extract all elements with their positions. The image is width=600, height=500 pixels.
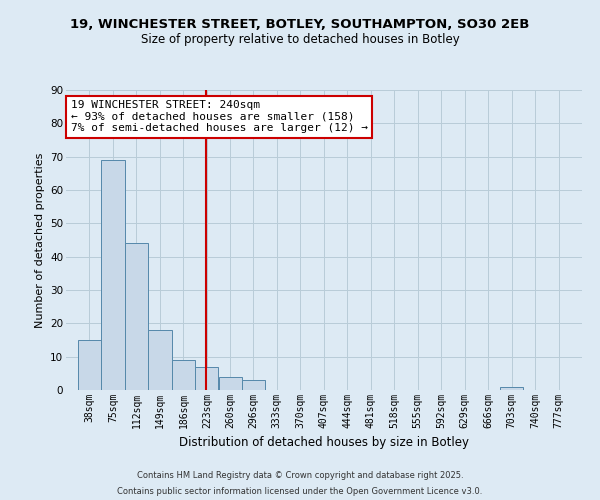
Bar [125, 244, 148, 390]
Bar [219, 376, 242, 390]
Text: 19 WINCHESTER STREET: 240sqm
← 93% of detached houses are smaller (158)
7% of se: 19 WINCHESTER STREET: 240sqm ← 93% of de… [71, 100, 368, 133]
Text: 19, WINCHESTER STREET, BOTLEY, SOUTHAMPTON, SO30 2EB: 19, WINCHESTER STREET, BOTLEY, SOUTHAMPT… [70, 18, 530, 30]
X-axis label: Distribution of detached houses by size in Botley: Distribution of detached houses by size … [179, 436, 469, 450]
Bar [196, 366, 218, 390]
Text: Contains public sector information licensed under the Open Government Licence v3: Contains public sector information licen… [118, 486, 482, 496]
Y-axis label: Number of detached properties: Number of detached properties [35, 152, 44, 328]
Bar [148, 330, 172, 390]
Bar [78, 340, 101, 390]
Bar [242, 380, 265, 390]
Bar [500, 386, 523, 390]
Text: Contains HM Land Registry data © Crown copyright and database right 2025.: Contains HM Land Registry data © Crown c… [137, 472, 463, 480]
Text: Size of property relative to detached houses in Botley: Size of property relative to detached ho… [140, 32, 460, 46]
Bar [172, 360, 195, 390]
Bar [101, 160, 125, 390]
